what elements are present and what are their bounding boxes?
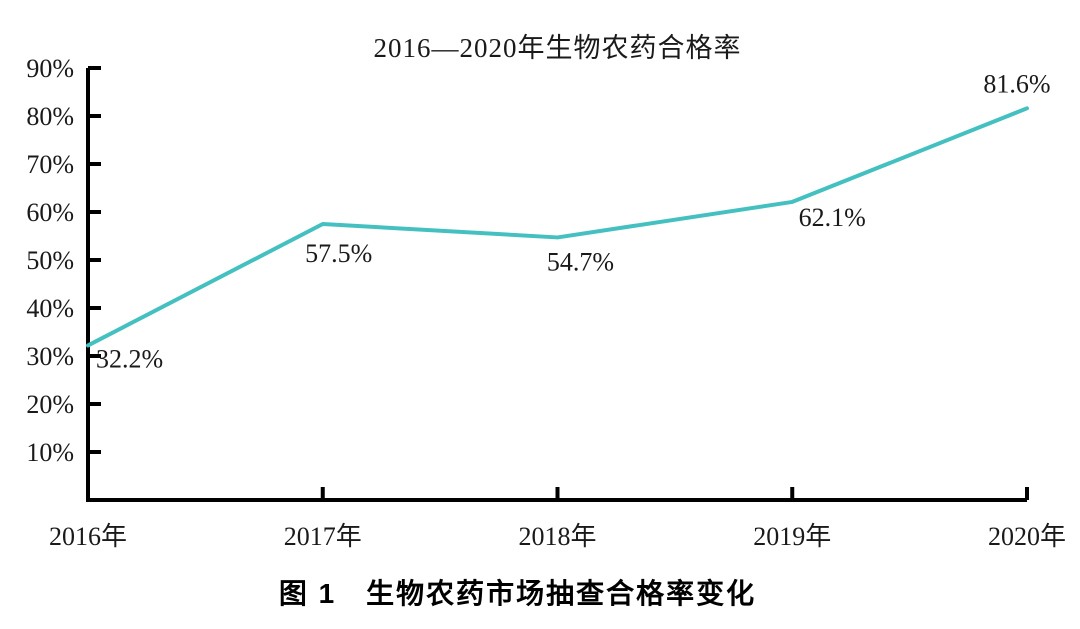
y-axis-label: 50%	[26, 246, 74, 275]
x-axis-label: 2017年	[284, 522, 362, 551]
y-axis-label: 20%	[26, 390, 74, 419]
y-axis-label: 90%	[26, 54, 74, 83]
x-axis-label: 2019年	[753, 522, 831, 551]
data-point-label: 62.1%	[799, 203, 866, 232]
pass-rate-line	[86, 106, 1029, 348]
y-axis-label: 40%	[26, 294, 74, 323]
x-axis-label: 2016年	[49, 522, 127, 551]
data-point-label: 32.2%	[96, 344, 163, 373]
chart-title: 2016—2020年生物农药合格率	[373, 33, 742, 63]
data-point-label: 81.6%	[983, 69, 1050, 98]
y-axis-label: 60%	[26, 198, 74, 227]
x-axis-label: 2018年	[518, 522, 596, 551]
axis-lines	[86, 68, 1027, 502]
y-axis-label: 10%	[26, 438, 74, 467]
figure-caption: 图 1 生物农药市场抽查合格率变化	[278, 578, 757, 609]
y-axis-label: 30%	[26, 342, 74, 371]
data-point-label: 57.5%	[305, 239, 372, 268]
y-axis-label: 70%	[26, 150, 74, 179]
data-point-label: 54.7%	[547, 247, 614, 276]
y-axis-label: 80%	[26, 102, 74, 131]
x-axis-label: 2020年	[988, 522, 1066, 551]
